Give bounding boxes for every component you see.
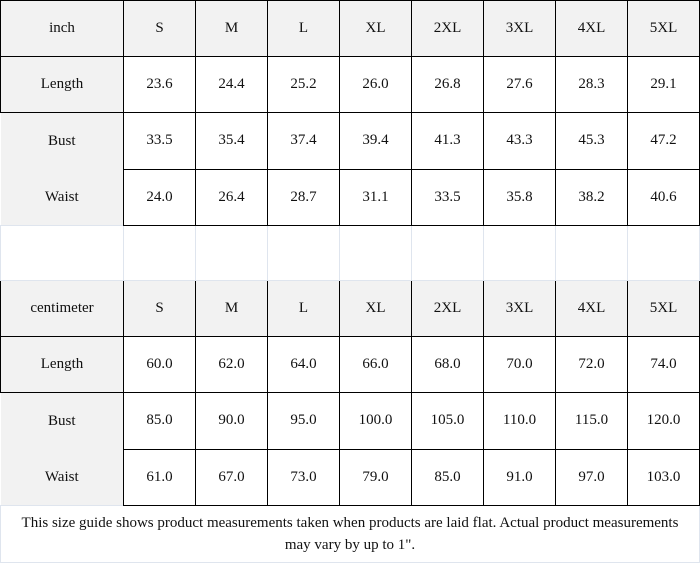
row-label: Length <box>0 56 124 113</box>
measurement-cell: 95.0 <box>267 392 340 450</box>
empty-cell <box>627 225 700 281</box>
measurement-cell: 39.4 <box>339 112 412 170</box>
measurement-cell: 29.1 <box>627 56 700 113</box>
measurement-cell: 66.0 <box>339 336 412 393</box>
measurement-cell: 35.8 <box>483 168 556 226</box>
size-header: 2XL <box>411 0 484 57</box>
measurement-cell: 105.0 <box>411 392 484 450</box>
measurement-cell: 28.3 <box>555 56 628 113</box>
inch-row-length: Length 23.6 24.4 25.2 26.0 26.8 27.6 28.3 29.1 <box>0 56 700 113</box>
measurement-cell: 60.0 <box>123 336 196 393</box>
measurement-cell: 33.5 <box>123 112 196 170</box>
measurement-cell: 27.6 <box>483 56 556 113</box>
measurement-cell: 35.4 <box>195 112 268 170</box>
size-header: 4XL <box>555 0 628 57</box>
measurement-cell: 31.1 <box>339 168 412 226</box>
size-header: L <box>267 0 340 57</box>
row-label: Bust <box>47 413 76 429</box>
measurement-cell: 62.0 <box>195 336 268 393</box>
measurement-cell: 28.7 <box>267 168 340 226</box>
measurement-cell: 64.0 <box>267 336 340 393</box>
empty-cell <box>195 225 268 281</box>
measurement-cell: 90.0 <box>195 392 268 450</box>
size-header: 3XL <box>483 280 556 337</box>
inch-row-bust: Bust Waist 33.5 35.4 37.4 39.4 41.3 43.3 45.3 47.… <box>0 112 700 226</box>
measurement-cell: 115.0 <box>555 392 628 450</box>
size-header: 5XL <box>627 280 700 337</box>
measurement-cell: 74.0 <box>627 336 700 393</box>
size-header: 2XL <box>411 280 484 337</box>
size-header: XL <box>339 280 412 337</box>
measurement-cell: 67.0 <box>195 448 268 506</box>
measurement-cell: 47.2 <box>627 112 700 170</box>
size-header: S <box>123 280 196 337</box>
measurement-cell: 70.0 <box>483 336 556 393</box>
size-header: M <box>195 0 268 57</box>
inch-row-waist: 24.0 26.4 28.7 31.1 33.5 35.8 38.2 40.6 <box>1 168 700 226</box>
measurement-cell: 85.0 <box>411 448 484 506</box>
measurement-cell: 91.0 <box>483 448 556 506</box>
measurement-cell: 26.8 <box>411 56 484 113</box>
measurement-cell: 79.0 <box>339 448 412 506</box>
size-header: 3XL <box>483 0 556 57</box>
measurement-cell: 23.6 <box>123 56 196 113</box>
inch-unit-label: inch <box>0 0 124 57</box>
measurement-cell: 24.4 <box>195 56 268 113</box>
inch-header-row: inch S M L XL 2XL 3XL 4XL 5XL <box>0 0 700 57</box>
measurement-cell: 110.0 <box>483 392 556 450</box>
measurement-cell: 26.4 <box>195 168 268 226</box>
measurement-cell: 38.2 <box>555 168 628 226</box>
measurement-cell: 24.0 <box>123 168 196 226</box>
size-header: XL <box>339 0 412 57</box>
measurement-cell: 85.0 <box>123 392 196 450</box>
measurement-cell: 97.0 <box>555 448 628 506</box>
row-label: Waist <box>44 469 79 485</box>
measurement-cell: 73.0 <box>267 448 340 506</box>
spacer-row <box>0 225 700 281</box>
cm-row-bust: Bust Waist 85.0 90.0 95.0 100.0 105.0 110.0 115.… <box>0 392 700 506</box>
row-label-group: Bust Waist <box>0 392 124 506</box>
empty-cell <box>483 225 556 281</box>
measurement-cell: 25.2 <box>267 56 340 113</box>
size-header: L <box>267 280 340 337</box>
measurement-cell: 40.6 <box>627 168 700 226</box>
measurement-cell: 33.5 <box>411 168 484 226</box>
size-header: 4XL <box>555 280 628 337</box>
size-guide-note: This size guide shows product measuremen… <box>0 505 700 563</box>
size-header: 5XL <box>627 0 700 57</box>
measurement-cell: 120.0 <box>627 392 700 450</box>
cm-header-row: centimeter S M L XL 2XL 3XL 4XL 5XL <box>0 280 700 337</box>
note-row: This size guide shows product measuremen… <box>0 505 700 563</box>
measurement-cell: 100.0 <box>339 392 412 450</box>
row-label: Waist <box>44 189 79 205</box>
row-label: Bust <box>47 133 76 149</box>
measurement-cell: 72.0 <box>555 336 628 393</box>
measurement-cell: 103.0 <box>627 448 700 506</box>
empty-cell <box>411 225 484 281</box>
measurement-cell: 41.3 <box>411 112 484 170</box>
measurement-cell: 61.0 <box>123 448 196 506</box>
measurement-cell: 26.0 <box>339 56 412 113</box>
empty-cell <box>0 225 124 281</box>
measurement-cell: 68.0 <box>411 336 484 393</box>
size-header: M <box>195 280 268 337</box>
measurement-cell: 37.4 <box>267 112 340 170</box>
empty-cell <box>267 225 340 281</box>
cm-unit-label: centimeter <box>0 280 124 337</box>
measurement-cell: 45.3 <box>555 112 628 170</box>
empty-cell <box>123 225 196 281</box>
row-label: Length <box>0 336 124 393</box>
cm-row-waist: 61.0 67.0 73.0 79.0 85.0 91.0 97.0 103.0 <box>1 448 700 506</box>
measurement-cell: 43.3 <box>483 112 556 170</box>
cm-row-length: Length 60.0 62.0 64.0 66.0 68.0 70.0 72.0 74.0 <box>0 336 700 393</box>
size-header: S <box>123 0 196 57</box>
row-label-group: Bust Waist <box>0 112 124 226</box>
empty-cell <box>339 225 412 281</box>
empty-cell <box>555 225 628 281</box>
